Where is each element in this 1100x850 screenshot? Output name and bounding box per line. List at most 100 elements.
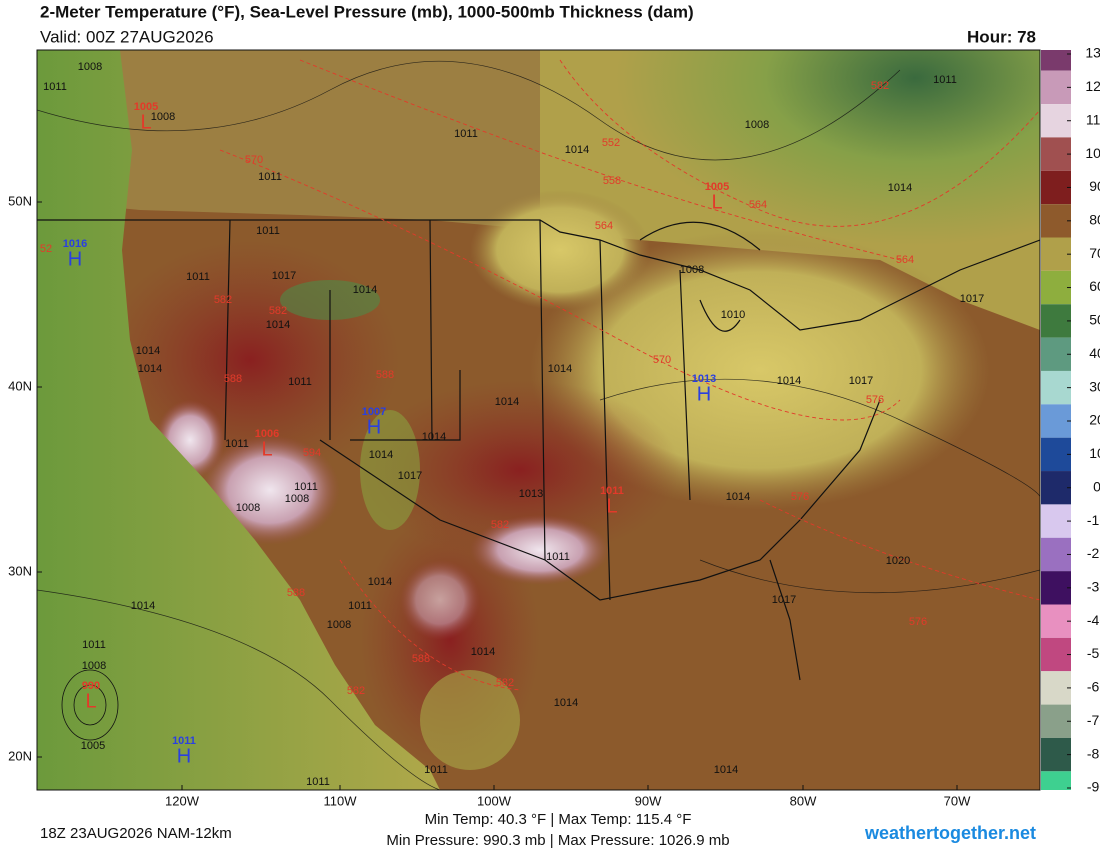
center-pressure: 1005 — [134, 101, 158, 113]
isobar-label: 1017 — [849, 375, 873, 387]
isobar-label: 1014 — [266, 319, 290, 331]
isobar-label: 1011 — [424, 764, 448, 776]
thickness-label: 576 — [866, 394, 884, 406]
colorbar-swatch — [1041, 104, 1071, 138]
colorbar-label: 0 — [1093, 478, 1100, 494]
isobar-label: 1013 — [519, 488, 543, 500]
thickness-label: 582 — [491, 519, 509, 531]
isobar-label: 1014 — [131, 600, 155, 612]
thickness-label: 594 — [303, 447, 321, 459]
isobar-label: 1011 — [348, 600, 372, 612]
thickness-label: 582 — [269, 305, 287, 317]
isobar-label: 1011 — [306, 776, 330, 788]
isobar-label: 1011 — [43, 81, 67, 93]
colorbar-label: -60 — [1087, 679, 1100, 695]
colorbar-swatch — [1041, 137, 1071, 171]
center-letter: H — [697, 383, 711, 405]
center-letter: H — [68, 248, 82, 270]
lat-label: 30N — [8, 563, 32, 578]
isobar-label: 1010 — [721, 309, 745, 321]
colorbar-label: 20 — [1089, 412, 1100, 428]
isobar-label: 1008 — [327, 619, 351, 631]
colorbar-label: 30 — [1089, 378, 1100, 394]
lat-label: 20N — [8, 748, 32, 763]
colorbar-label: -40 — [1087, 612, 1100, 628]
isobar-label: 1008 — [82, 660, 106, 672]
thickness-label: 582 — [347, 685, 365, 697]
colorbar-label: 90 — [1089, 178, 1100, 194]
isobar-label: 1011 — [256, 225, 280, 237]
colorbar-label: 110 — [1086, 111, 1100, 127]
center-pressure: 1013 — [692, 373, 716, 385]
colorbar-swatch — [1041, 704, 1071, 738]
thickness-label: 588 — [412, 653, 430, 665]
colorbar-label: -80 — [1087, 745, 1100, 761]
thickness-label: 564 — [749, 199, 767, 211]
colorbar-swatch — [1041, 270, 1071, 305]
center-letter: L — [261, 438, 272, 460]
isobar-label: 1014 — [368, 576, 392, 588]
colorbar-swatch — [1041, 437, 1071, 472]
isobar-label: 1014 — [726, 491, 750, 503]
colorbar-label: 130 — [1085, 45, 1100, 61]
colorbar-swatch — [1041, 637, 1071, 672]
isobar-label: 1008 — [151, 111, 175, 123]
isobar-label: 1014 — [554, 697, 578, 709]
center-letter: L — [606, 495, 617, 517]
site-link[interactable]: weathertogether.net — [864, 823, 1036, 843]
center-letter: L — [140, 111, 151, 133]
colorbar-swatch — [1041, 337, 1071, 371]
colorbar-swatch — [1041, 70, 1071, 105]
colorbar-swatch — [1041, 50, 1071, 71]
colorbar-label: 40 — [1089, 345, 1100, 361]
isobar-label: 1008 — [236, 502, 260, 514]
thickness-label: 570 — [653, 354, 671, 366]
forecast-hour: Hour: 78 — [967, 27, 1036, 46]
isobar-label: 1014 — [777, 375, 801, 387]
center-letter: L — [711, 191, 722, 213]
colorbar-label: -30 — [1087, 579, 1100, 595]
isobar-label: 1014 — [888, 182, 912, 194]
colorbar-swatch — [1041, 471, 1071, 505]
isobar-label: 1020 — [886, 555, 910, 567]
center-letter: H — [177, 745, 191, 767]
thickness-label: 552 — [602, 137, 620, 149]
isobar-label: 1011 — [258, 171, 282, 183]
center-pressure: 1005 — [705, 181, 729, 193]
colorbar-swatch — [1041, 370, 1071, 405]
valid-time: Valid: 00Z 27AUG2026 — [40, 27, 214, 46]
isobar-label: 1017 — [772, 594, 796, 606]
colorbar-label: 100 — [1085, 145, 1100, 161]
thickness-label: 588 — [376, 369, 394, 381]
thickness-label: 570 — [245, 154, 263, 166]
colorbar-label: 60 — [1089, 278, 1100, 294]
colorbar-swatch — [1041, 571, 1071, 605]
lon-label: 90W — [635, 793, 662, 808]
isobar-label: 1008 — [285, 493, 309, 505]
isobar-label: 1017 — [272, 270, 296, 282]
lon-label: 100W — [477, 793, 512, 808]
thickness-label: 588 — [287, 587, 305, 599]
isobar-label: 1014 — [565, 144, 589, 156]
temp-range: Min Temp: 40.3 °F | Max Temp: 115.4 °F — [425, 811, 692, 828]
title: 2-Meter Temperature (°F), Sea-Level Pres… — [40, 2, 694, 21]
lon-label: 110W — [324, 793, 358, 808]
isobar-label: 1014 — [714, 764, 738, 776]
thickness-label: 558 — [603, 175, 621, 187]
isobar-label: 1017 — [960, 293, 984, 305]
isobar-label: 1011 — [186, 271, 210, 283]
colorbar-label: -20 — [1087, 545, 1100, 561]
thickness-label: 582 — [871, 80, 889, 92]
colorbar-swatch — [1041, 671, 1071, 705]
colorbar-label: -50 — [1087, 645, 1100, 661]
colorbar-label: 80 — [1089, 212, 1100, 228]
isobar-label: 1005 — [81, 740, 105, 752]
center-letter: H — [367, 416, 381, 438]
colorbar-label: 70 — [1089, 245, 1100, 261]
isobar-label: 1011 — [933, 74, 957, 86]
thickness-label: 576 — [791, 491, 809, 503]
colorbar-label: 10 — [1089, 445, 1100, 461]
lat-label: 50N — [8, 193, 32, 208]
thickness-label: 588 — [224, 373, 242, 385]
